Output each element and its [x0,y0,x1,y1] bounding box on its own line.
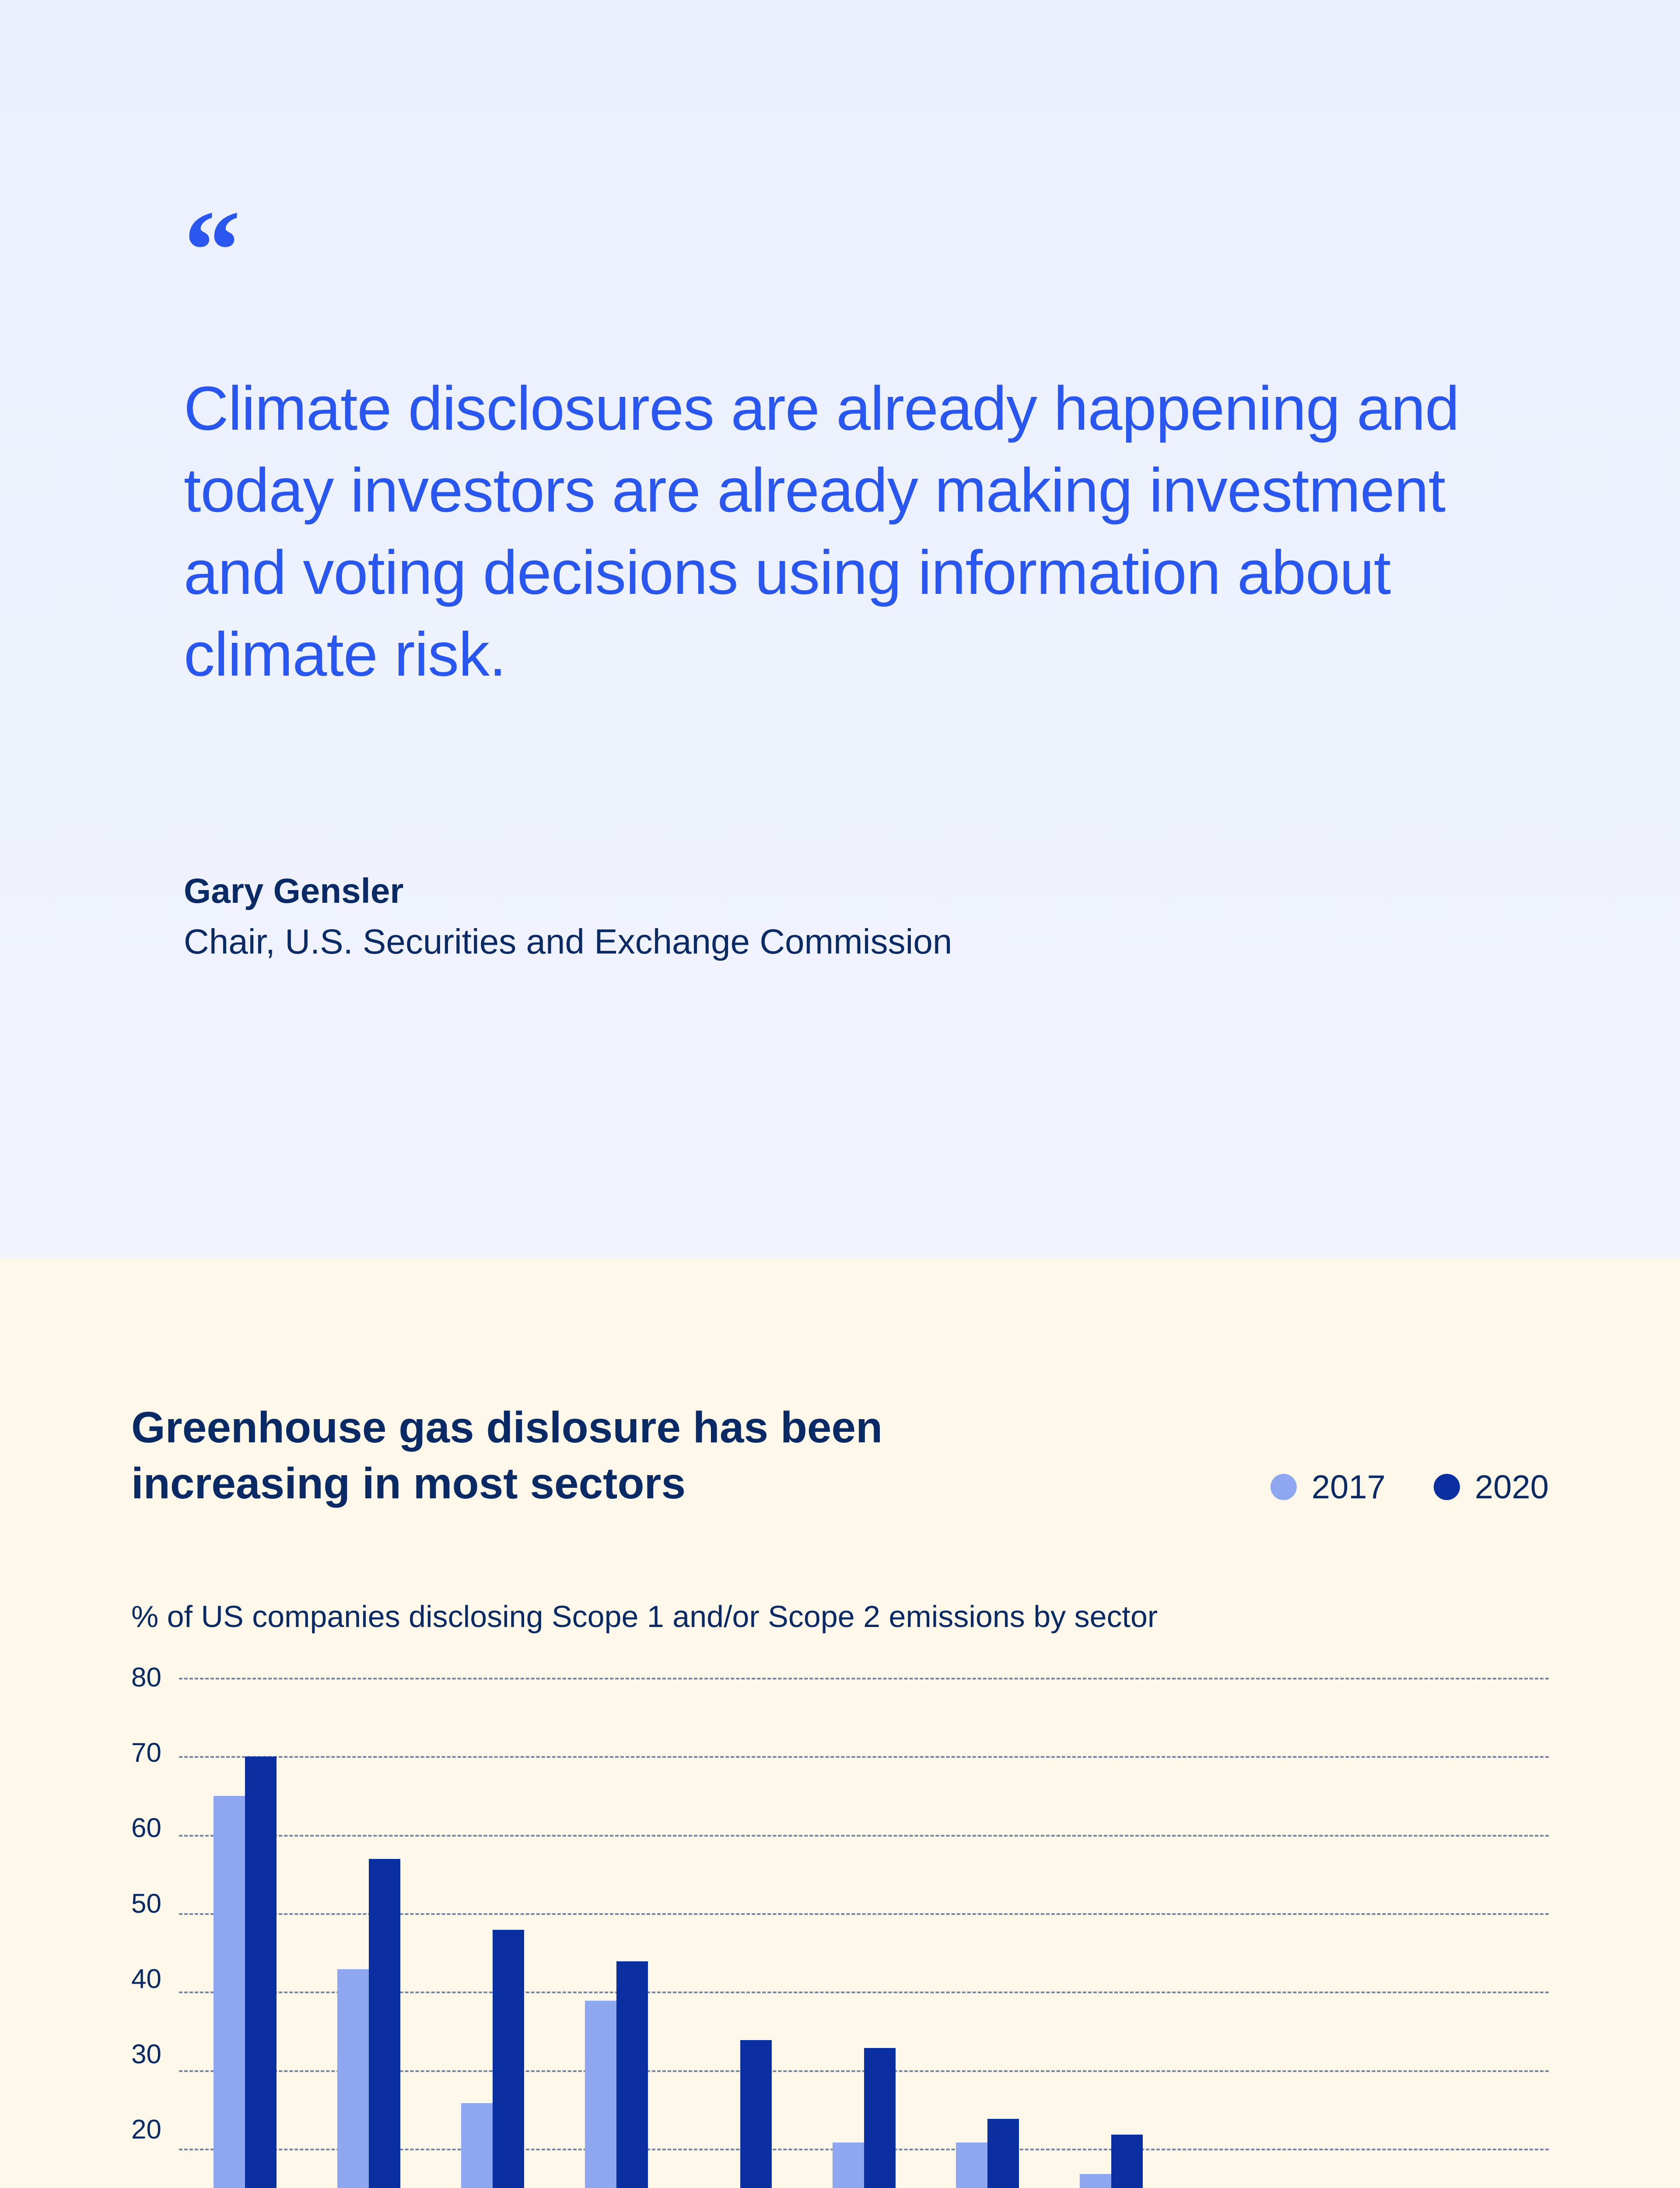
bar-2017 [1080,2174,1111,2188]
quote-author-title: Chair, U.S. Securities and Exchange Comm… [184,922,1496,962]
quote-author-name: Gary Gensler [184,871,1496,911]
bar-group [1421,1678,1544,2188]
y-tick: 50 [131,1890,161,1918]
y-tick: 60 [131,1815,161,1842]
legend-swatch-2017 [1270,1474,1297,1500]
legend-item-2020: 2020 [1434,1468,1549,1506]
bar-2020 [245,1757,276,2188]
bar-group [1297,1678,1421,2188]
legend-item-2017: 2017 [1270,1468,1386,1506]
bar-group [1173,1678,1297,2188]
bar-2020 [369,1859,400,2188]
chart-subtitle: % of US companies disclosing Scope 1 and… [131,1599,1549,1634]
bar-group [678,1678,802,2188]
y-tick: 20 [131,2116,161,2143]
chart-plot-area: 80706050403020100 [131,1678,1549,2188]
bar-2020 [864,2048,896,2188]
bar-group [802,1678,926,2188]
bar-2020 [987,2119,1019,2188]
bar-group [431,1678,555,2188]
bar-2017 [956,2142,987,2188]
bar-2020 [616,1961,648,2188]
bar-group [554,1678,678,2188]
y-tick: 70 [131,1739,161,1767]
bar-2017 [214,1796,245,2188]
bar-group [1050,1678,1173,2188]
chart-header: Greenhouse gas dislosure has been increa… [131,1399,1549,1511]
y-tick: 40 [131,1966,161,1993]
plot [179,1678,1549,2188]
bars-container [179,1678,1549,2188]
chart-title: Greenhouse gas dislosure has been increa… [131,1399,1006,1511]
quote-text: Climate disclosures are already happenin… [184,368,1496,696]
bar-2020 [493,1930,524,2188]
legend-swatch-2020 [1434,1474,1460,1500]
bar-2017 [461,2103,493,2188]
bar-2020 [1111,2135,1143,2188]
bar-group [926,1678,1050,2188]
quote-mark-icon: “ [184,228,1496,315]
bar-2017 [585,2001,616,2188]
chart-legend: 2017 2020 [1270,1468,1549,1511]
bar-2020 [740,2040,772,2188]
chart-section: Greenhouse gas dislosure has been increa… [0,1259,1680,2188]
bar-2017 [337,1969,369,2188]
legend-label-2017: 2017 [1312,1468,1386,1506]
y-tick: 30 [131,2041,161,2068]
y-axis: 80706050403020100 [131,1664,179,2188]
legend-label-2020: 2020 [1475,1468,1549,1506]
bar-group [307,1678,431,2188]
bar-group [183,1678,307,2188]
y-tick: 80 [131,1664,161,1691]
quote-section: “ Climate disclosures are already happen… [0,0,1680,1259]
bar-2017 [833,2142,864,2188]
